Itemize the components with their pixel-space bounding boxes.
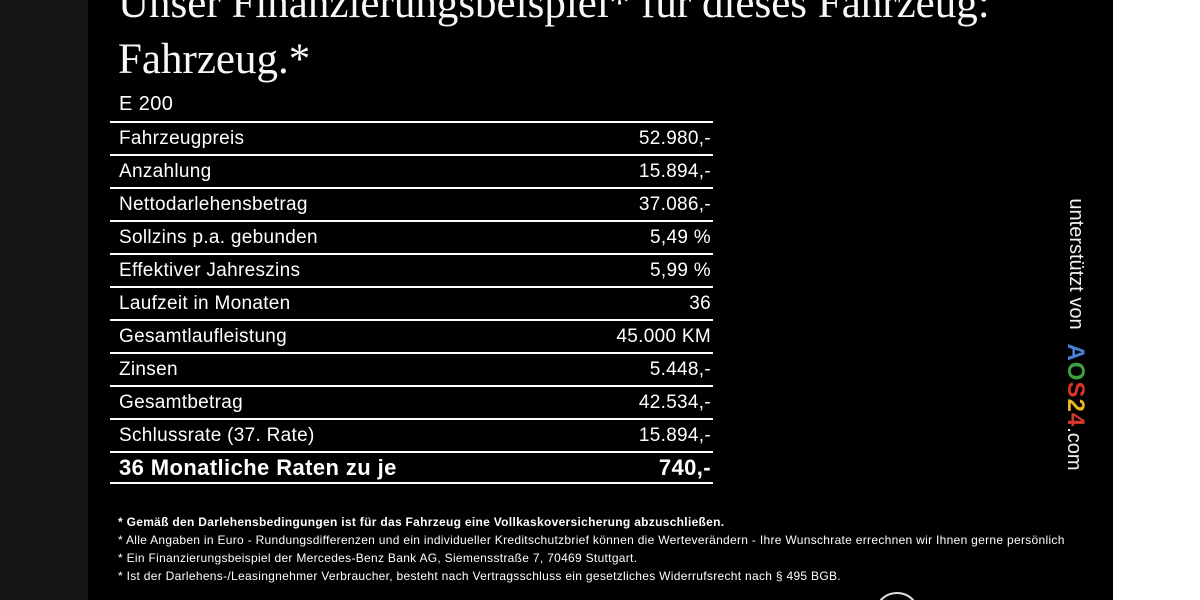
brand-letter: 4 [1062, 412, 1089, 428]
right-margin-strip [1113, 0, 1200, 600]
footnote-bank: * Ein Finanzierungsbeispiel der Mercedes… [118, 551, 638, 565]
footnote-euro-disclaimer: * Alle Angaben in Euro - Rundungsdiffere… [118, 533, 1065, 547]
row-label: Gesamtbetrag [119, 391, 243, 413]
row-value: 15.894,- [638, 160, 711, 182]
row-value: 15.894,- [638, 424, 711, 446]
row-label: Gesamtlaufleistung [119, 325, 288, 347]
row-value: 45.000 KM [616, 325, 711, 347]
footnote-withdrawal-right: * Ist der Darlehens-/Leasingnehmer Verbr… [118, 569, 841, 583]
row-value: 36 [689, 292, 711, 314]
financing-table: Fahrzeugpreis 52.980,- Anzahlung 15.894,… [110, 121, 713, 484]
row-label: Sollzins p.a. gebunden [119, 226, 318, 248]
row-label: Nettodarlehensbetrag [119, 193, 308, 215]
row-label: Zinsen [119, 358, 178, 380]
brand-letter: 2 [1062, 398, 1089, 413]
table-row: Effektiver Jahreszins 5,99 % [110, 253, 713, 286]
table-row: Laufzeit in Monaten 36 [110, 286, 713, 319]
table-row: Anzahlung 15.894,- [110, 154, 713, 187]
row-value: 5.448,- [649, 358, 711, 380]
row-label: Effektiver Jahreszins [119, 259, 301, 281]
brand-letter: S [1062, 381, 1089, 399]
row-label: Schlussrate (37. Rate) [119, 424, 315, 446]
page-title-line1: Unser Finanzierungsbeispiel* für dieses … [118, 0, 990, 27]
content-panel [88, 0, 1113, 600]
row-label: Anzahlung [119, 160, 212, 182]
brand-suffix: .com [1063, 427, 1085, 471]
row-label: Fahrzeugpreis [119, 127, 245, 149]
supported-by-label: unterstützt von [1065, 198, 1087, 330]
footnote-insurance: * Gemäß den Darlehensbedingungen ist für… [118, 515, 725, 529]
table-row: Nettodarlehensbetrag 37.086,- [110, 187, 713, 220]
table-row: Zinsen 5.448,- [110, 352, 713, 385]
aos24-logo: AOS24 [1062, 343, 1089, 427]
footnotes: * Gemäß den Darlehensbedingungen ist für… [118, 516, 1065, 588]
table-row: Gesamtlaufleistung 45.000 KM [110, 319, 713, 352]
page-title-line2: Fahrzeug.* [118, 36, 311, 83]
page-title: Unser Finanzierungsbeispiel* für dieses … [118, 0, 990, 88]
table-row: Fahrzeugpreis 52.980,- [110, 121, 713, 154]
brand-letter: A [1062, 343, 1089, 362]
table-row: Gesamtbetrag 42.534,- [110, 385, 713, 418]
row-value: 52.980,- [638, 127, 711, 149]
row-value: 5,99 % [650, 259, 711, 281]
row-label: 36 Monatliche Raten zu je [119, 454, 397, 480]
vehicle-model: E 200 [119, 93, 174, 115]
row-value: 5,49 % [650, 226, 711, 248]
table-row: Schlussrate (37. Rate) 15.894,- [110, 418, 713, 451]
row-value: 37.086,- [638, 193, 711, 215]
row-value: 42.534,- [638, 391, 711, 413]
table-row: Sollzins p.a. gebunden 5,49 % [110, 220, 713, 253]
table-row-monthly-rate-total: 36 Monatliche Raten zu je 740,- [110, 451, 713, 484]
row-label: Laufzeit in Monaten [119, 292, 291, 314]
row-value: 740,- [658, 454, 711, 480]
brand-letter: O [1062, 361, 1089, 382]
aos24-brand-mark: AOS24.com [1061, 337, 1089, 477]
left-margin-strip [0, 0, 88, 600]
